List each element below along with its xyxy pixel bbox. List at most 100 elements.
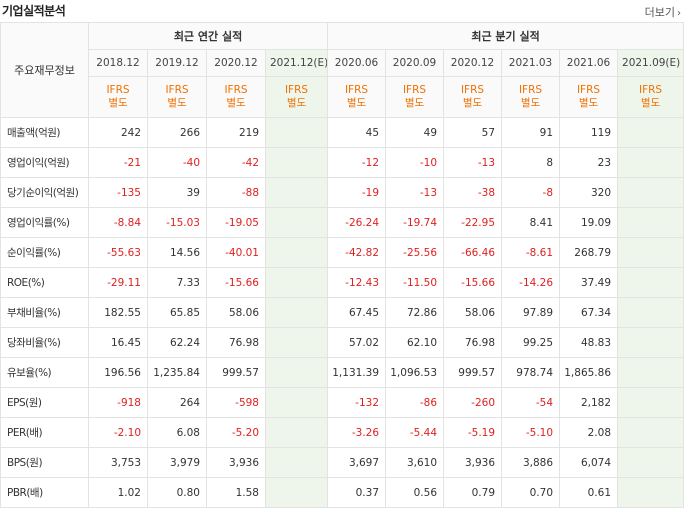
table-cell: 3,697	[327, 447, 387, 478]
table-cell: -42	[206, 147, 266, 178]
table-cell: 14.56	[147, 237, 207, 268]
table-cell: -5.10	[501, 417, 561, 448]
more-link[interactable]: 더보기 ›	[645, 4, 681, 20]
table-cell	[617, 117, 685, 148]
table-cell: 57.02	[327, 327, 387, 358]
table-cell: 62.10	[385, 327, 445, 358]
table-cell: 182.55	[88, 297, 148, 328]
ifrs-standard: IFRS	[344, 84, 369, 96]
table-cell: -88	[206, 177, 266, 208]
ifrs-label: IFRS 별도	[327, 76, 387, 118]
table-cell: 1.02	[88, 477, 148, 508]
table-cell: -86	[385, 387, 445, 418]
row-label: 부채비율(%)	[0, 297, 89, 328]
table-cell: -132	[327, 387, 387, 418]
table-row: 영업이익(억원) -21 -40 -42 -12 -10 -13 8 23	[0, 147, 685, 178]
table-cell: 3,936	[443, 447, 503, 478]
chevron-right-icon: ›	[677, 8, 681, 19]
ifrs-type: 별도	[640, 97, 661, 109]
table-cell: 76.98	[206, 327, 266, 358]
table-cell: 65.85	[147, 297, 207, 328]
period-header: 2021.09(E)	[617, 49, 685, 77]
table-cell: 49	[385, 117, 445, 148]
row-label: ROE(%)	[0, 267, 89, 298]
table-cell: -38	[443, 177, 503, 208]
ifrs-type: 별도	[578, 97, 599, 109]
table-cell: 1,235.84	[147, 357, 207, 388]
table-cell: -13	[443, 147, 503, 178]
table-cell: -42.82	[327, 237, 387, 268]
financial-table: 주요재무정보 최근 연간 실적 최근 분기 실적 2018.12 2019.12 2…	[0, 22, 685, 508]
table-cell: -14.26	[501, 267, 561, 298]
table-cell: -22.95	[443, 207, 503, 238]
table-row: EPS(원) -918 264 -598 -132 -86 -260 -54 2,182	[0, 387, 685, 418]
table-cell	[617, 267, 685, 298]
period-header: 2019.12	[147, 49, 207, 77]
table-cell: 266	[147, 117, 207, 148]
table-cell: 1,865.86	[559, 357, 619, 388]
period-header: 2021.03	[501, 49, 561, 77]
period-header: 2020.12	[443, 49, 503, 77]
table-cell: 19.09	[559, 207, 619, 238]
table-row: ROE(%) -29.11 7.33 -15.66 -12.43 -11.50 -15.66…	[0, 267, 685, 298]
ifrs-standard: IFRS	[576, 84, 601, 96]
table-cell	[264, 117, 329, 148]
row-header: 주요재무정보	[0, 22, 89, 118]
table-cell: 0.56	[385, 477, 445, 508]
ifrs-label: IFRS 별도	[617, 76, 685, 118]
ifrs-standard: IFRS	[402, 84, 427, 96]
table-cell: -8.61	[501, 237, 561, 268]
ifrs-type: 별도	[462, 97, 483, 109]
table-cell: 72.86	[385, 297, 445, 328]
table-cell: -19	[327, 177, 387, 208]
row-label: PBR(배)	[0, 477, 89, 508]
table-cell: -26.24	[327, 207, 387, 238]
ifrs-type: 별도	[167, 97, 187, 109]
table-cell: 58.06	[206, 297, 266, 328]
table-cell: -15.03	[147, 207, 207, 238]
row-label: 유보율(%)	[0, 357, 89, 388]
ifrs-standard: IFRS	[284, 84, 309, 96]
table-cell	[264, 387, 329, 418]
table-row: 당기순이익(억원) -135 39 -88 -19 -13 -38 -8 320	[0, 177, 685, 208]
table-cell: 119	[559, 117, 619, 148]
table-cell	[617, 147, 685, 178]
table-cell: 999.57	[443, 357, 503, 388]
table-cell: -3.26	[327, 417, 387, 448]
table-cell: 196.56	[88, 357, 148, 388]
ifrs-label: IFRS 별도	[559, 76, 619, 118]
table-cell: 3,979	[147, 447, 207, 478]
ifrs-type: 별도	[520, 97, 541, 109]
table-cell: 219	[206, 117, 266, 148]
row-label: BPS(원)	[0, 447, 89, 478]
period-header: 2018.12	[88, 49, 148, 77]
group-annual: 최근 연간 실적	[87, 22, 329, 50]
table-cell: 91	[501, 117, 561, 148]
table-cell: 1,096.53	[385, 357, 445, 388]
row-label: 당기순이익(억원)	[0, 177, 89, 208]
table-row: 순이익률(%) -55.63 14.56 -40.01 -42.82 -25.56 -66.…	[0, 237, 685, 268]
table-cell: -19.74	[385, 207, 445, 238]
table-cell: 6,074	[559, 447, 619, 478]
table-cell: -8.84	[88, 207, 148, 238]
table-cell: 8.41	[501, 207, 561, 238]
period-header: 2021.06	[559, 49, 619, 77]
table-cell: -55.63	[88, 237, 148, 268]
table-cell: -19.05	[206, 207, 266, 238]
ifrs-label: IFRS 별도	[443, 76, 503, 118]
table-row: 매출액(억원) 242 266 219 45 49 57 91 119	[0, 117, 685, 148]
section-title: 기업실적분석	[2, 4, 66, 18]
group-quarter: 최근 분기 실적	[327, 22, 685, 50]
ifrs-label: IFRS 별도	[501, 76, 561, 118]
table-cell: -29.11	[88, 267, 148, 298]
table-cell: 3,610	[385, 447, 445, 478]
table-cell: 0.61	[559, 477, 619, 508]
table-cell	[264, 417, 329, 448]
table-cell: 242	[88, 117, 148, 148]
table-cell	[617, 447, 685, 478]
ifrs-standard: IFRS	[224, 84, 248, 96]
ifrs-label: IFRS 별도	[206, 76, 266, 118]
table-cell: -8	[501, 177, 561, 208]
table-cell	[264, 147, 329, 178]
table-cell: -40.01	[206, 237, 266, 268]
